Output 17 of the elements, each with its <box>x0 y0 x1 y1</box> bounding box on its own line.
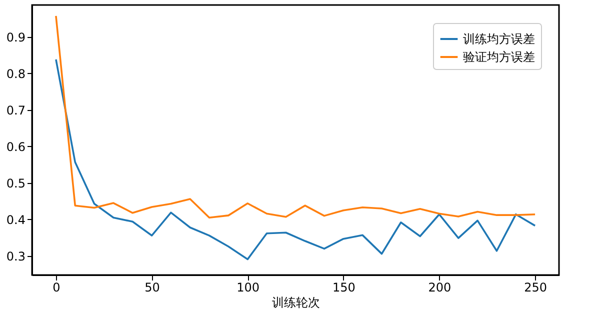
y-tick-label: 0.8 <box>6 66 26 81</box>
legend-label: 训练均方误差 <box>463 32 535 46</box>
x-tick-label: 50 <box>144 280 160 294</box>
line-series <box>55 15 536 219</box>
x-tick-label: 100 <box>236 280 260 294</box>
y-tick-label: 0.7 <box>6 103 26 118</box>
y-tick-label: 0.9 <box>6 30 26 44</box>
x-tick-label: 250 <box>524 280 547 294</box>
x-tick-label: 150 <box>332 280 356 294</box>
y-tick-label: 0.3 <box>6 250 26 264</box>
legend-label: 验证均方误差 <box>463 50 535 64</box>
y-tick-label: 0.6 <box>6 140 26 154</box>
x-axis-title: 训练轮次 <box>272 296 320 310</box>
y-tick-label: 0.4 <box>6 212 26 227</box>
x-tick-label: 0 <box>52 280 60 294</box>
y-tick-label: 0.5 <box>6 176 26 190</box>
x-tick-label: 200 <box>428 280 452 294</box>
